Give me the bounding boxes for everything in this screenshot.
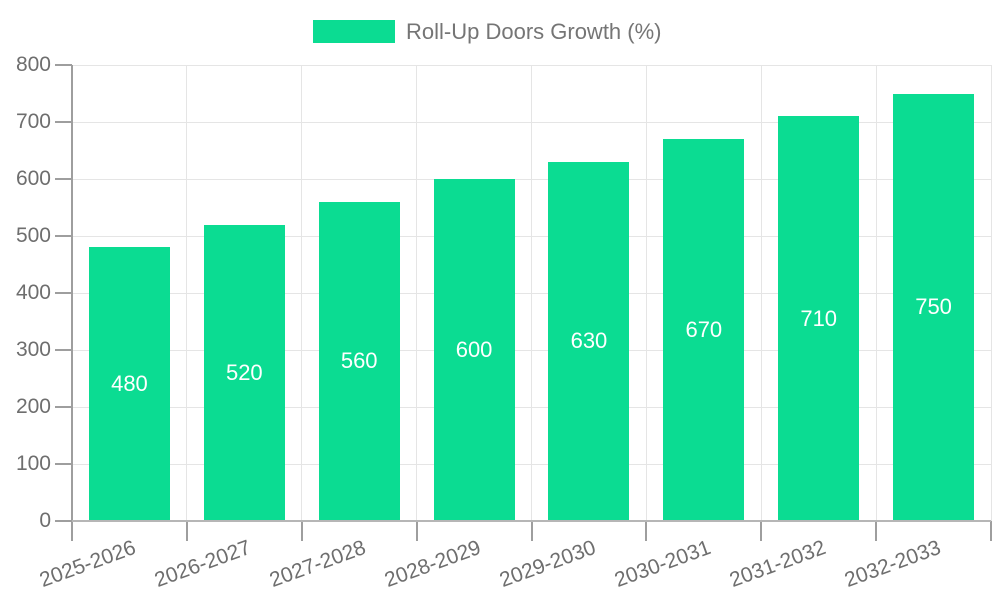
bar-value-label: 630 [570, 328, 608, 354]
y-axis-tick [55, 121, 72, 123]
y-axis-tick-label: 200 [15, 395, 51, 418]
y-axis-line [71, 65, 73, 541]
x-gridline [645, 65, 647, 521]
legend-label: Roll-Up Doors Growth (%) [406, 19, 662, 44]
x-axis-tick-label: 2032-2033 [841, 536, 944, 592]
x-gridline [301, 65, 303, 521]
y-axis-tick [55, 292, 72, 294]
x-axis-tick [990, 521, 992, 541]
bar-value-label: 710 [800, 305, 838, 331]
y-axis-tick-label: 700 [15, 110, 51, 133]
y-axis-tick [55, 520, 72, 522]
y-axis-tick [55, 235, 72, 237]
bar: 560 [318, 201, 400, 521]
x-axis-tick-label: 2025-2026 [37, 536, 140, 592]
x-gridline [990, 65, 992, 521]
x-gridline [186, 65, 188, 521]
x-axis-tick-label: 2029-2030 [496, 536, 599, 592]
bar: 480 [88, 247, 170, 521]
bar: 710 [778, 116, 860, 521]
bar-value-label: 600 [455, 337, 493, 362]
legend-swatch [313, 20, 395, 43]
y-axis-tick-label: 400 [15, 281, 51, 304]
bar-value-label: 480 [111, 371, 148, 397]
y-axis-tick [55, 178, 72, 180]
y-axis-tick-label: 100 [15, 452, 51, 475]
x-axis-tick-label: 2028-2029 [381, 536, 484, 592]
y-axis-tick [55, 406, 72, 408]
bar-value-label: 560 [340, 348, 378, 374]
x-axis-tick [875, 521, 878, 541]
x-axis-tick [415, 521, 418, 541]
x-axis-line [72, 520, 991, 522]
y-axis-tick-label: 600 [15, 167, 51, 190]
x-gridline [760, 65, 762, 521]
plot-area: 0 100 200 300 400 500 600 700 800 480 520 560 600 630… [16, 53, 992, 592]
x-axis-tick-label: 2031-2032 [726, 536, 829, 592]
x-gridline [875, 65, 877, 521]
bar-value-label: 520 [225, 359, 263, 385]
x-axis-tick-label: 2027-2028 [266, 536, 370, 592]
x-axis-tick [530, 521, 533, 541]
y-axis-tick [55, 463, 72, 465]
x-axis-tick [300, 521, 303, 541]
y-axis-tick-label: 800 [15, 53, 51, 76]
legend[interactable]: Roll-Up Doors Growth (%) [313, 19, 662, 44]
bar: 750 [893, 93, 975, 521]
bar: 670 [663, 139, 745, 521]
bar: 630 [548, 161, 630, 521]
y-axis-tick [55, 349, 72, 351]
x-axis-tick-label: 2030-2031 [611, 536, 714, 592]
x-axis-tick [645, 521, 648, 541]
y-axis-tick-label: 0 [39, 509, 51, 532]
bar: 600 [433, 179, 515, 521]
x-gridline [531, 65, 532, 521]
bar-value-label: 750 [915, 294, 952, 320]
x-axis-tick [185, 521, 188, 541]
bar-value-label: 670 [685, 317, 723, 343]
y-axis-tick-label: 500 [15, 224, 51, 247]
x-axis-tick [760, 521, 763, 541]
x-gridline [416, 65, 418, 521]
bar: 520 [203, 224, 285, 521]
y-axis-tick [55, 64, 72, 66]
x-axis-tick-label: 2026-2027 [151, 536, 255, 592]
y-axis-tick-label: 300 [15, 338, 51, 361]
